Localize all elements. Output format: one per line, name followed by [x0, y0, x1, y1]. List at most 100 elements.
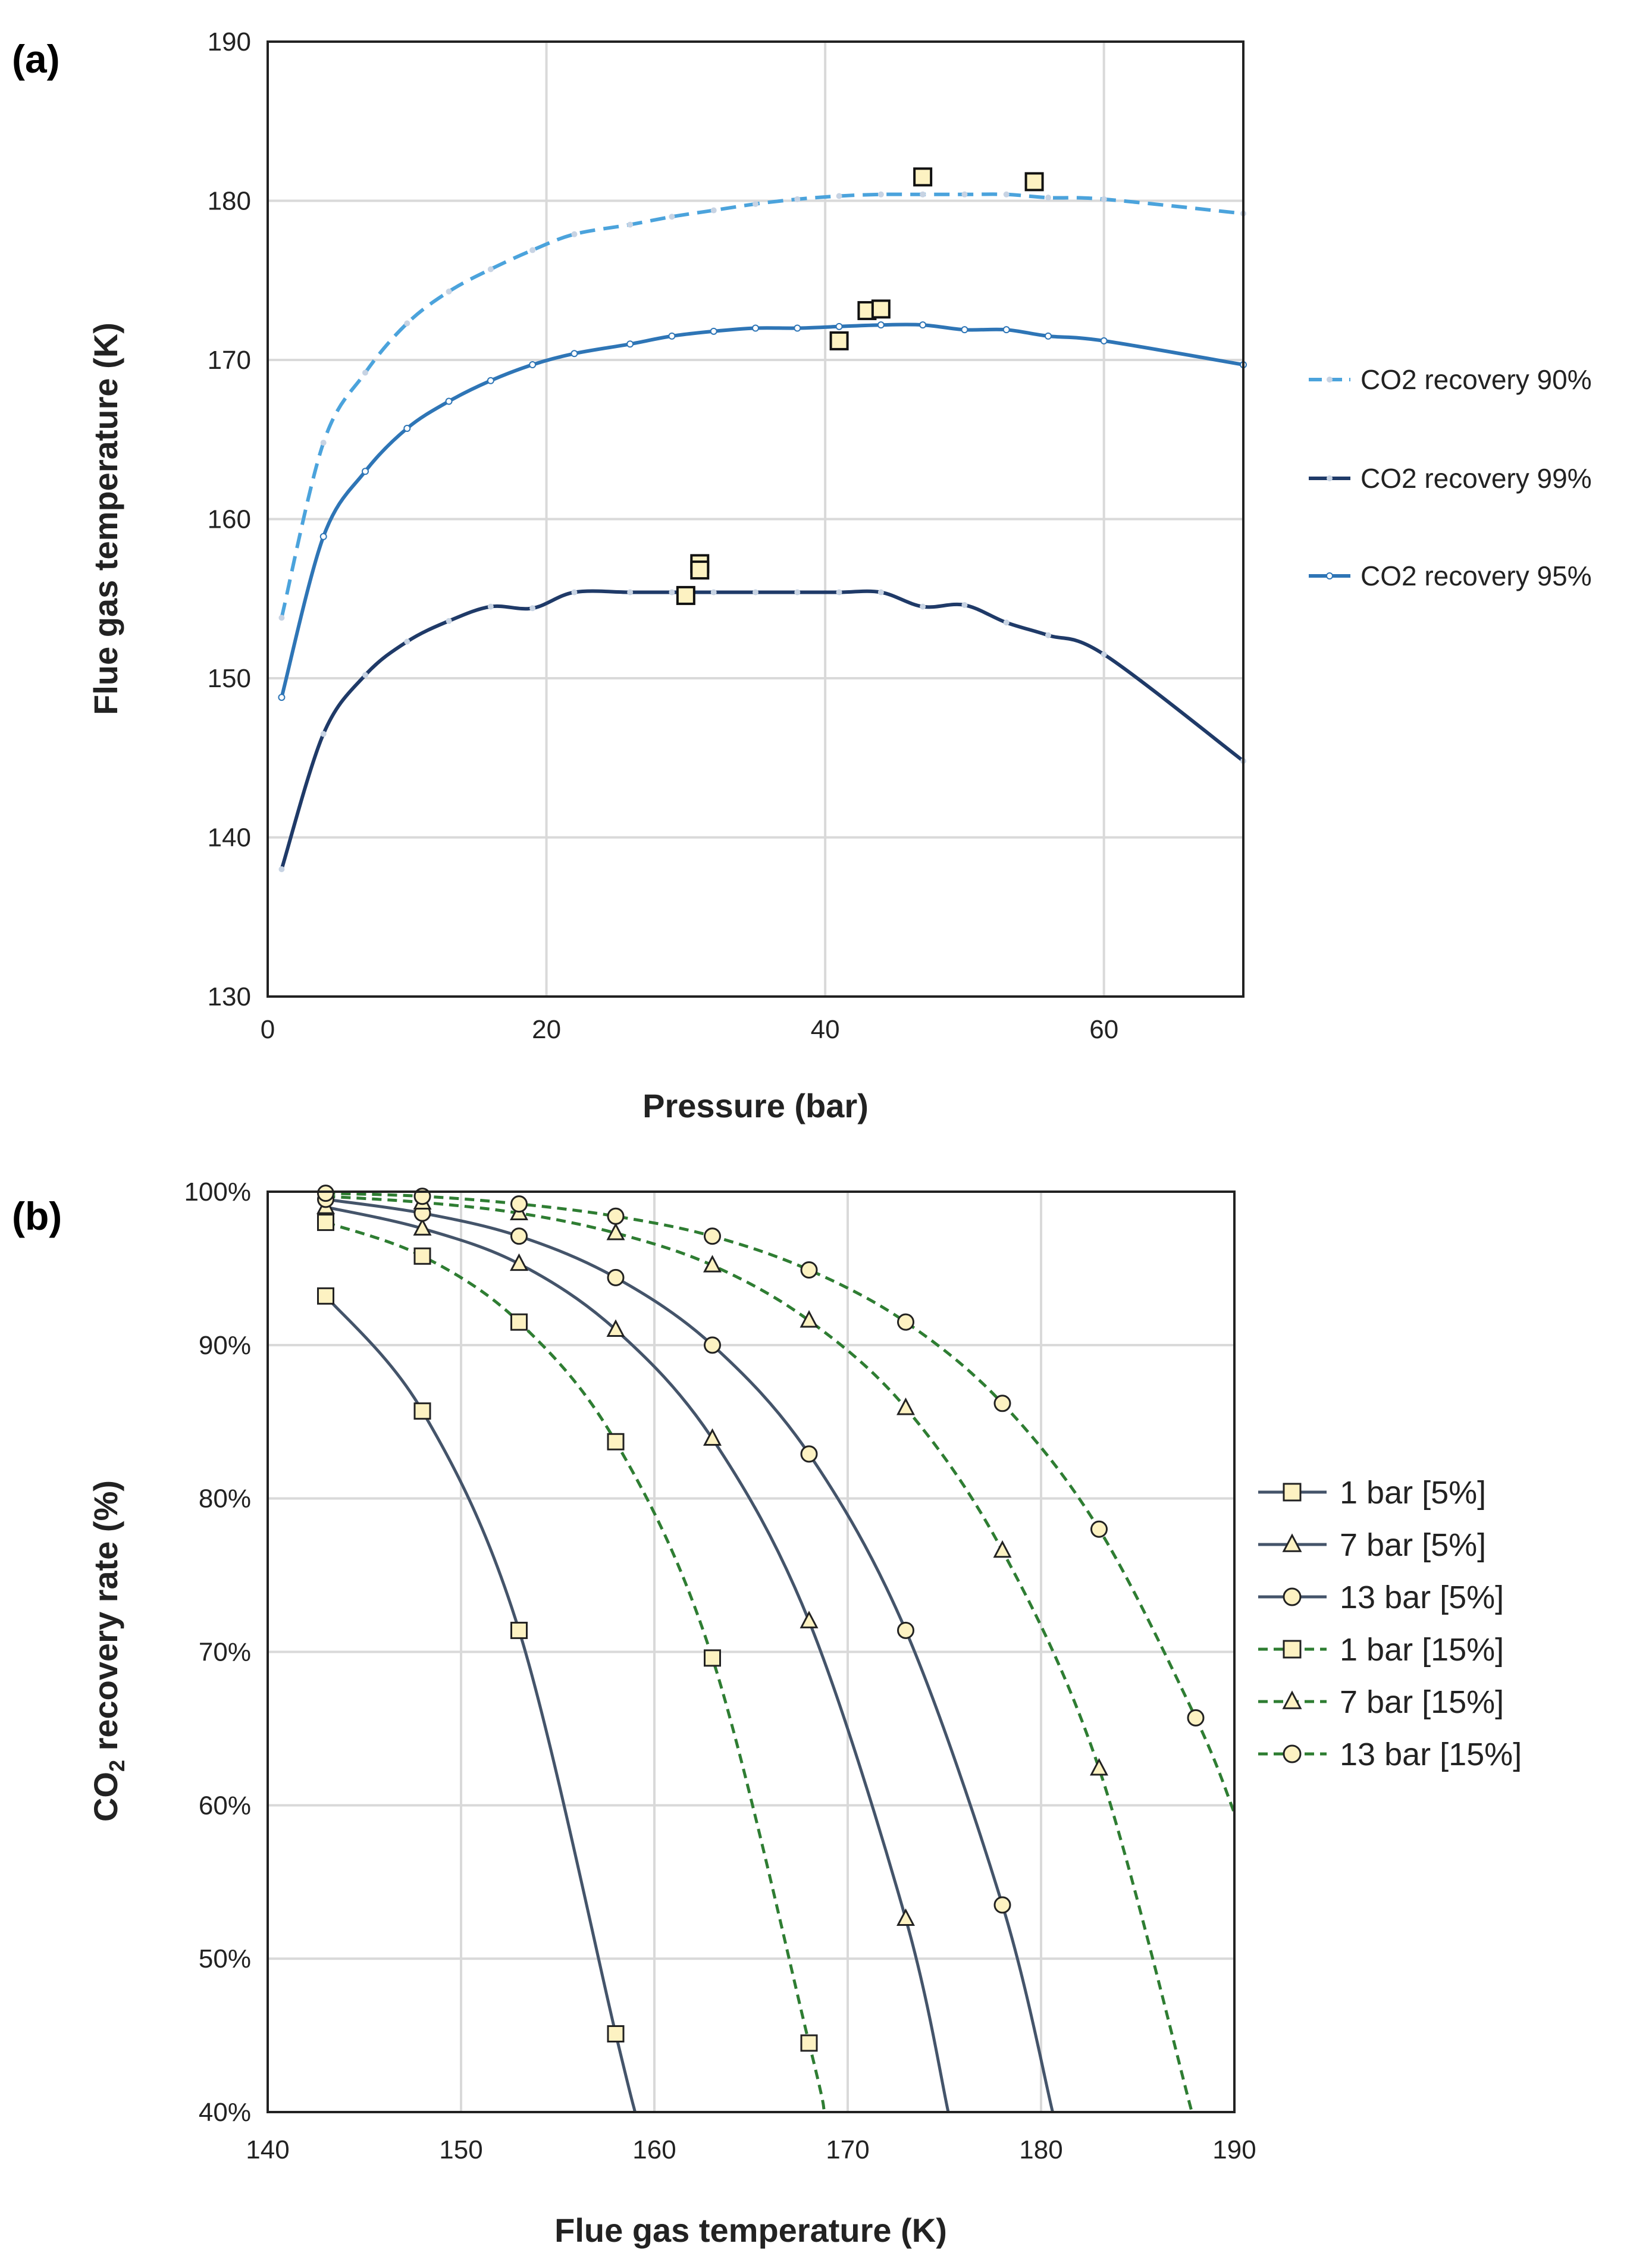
panel-b-plot-frame	[267, 1190, 1236, 2113]
data-point-recovery-90	[794, 196, 801, 202]
panel-a-y-axis-title: Flue gas temperature (K)	[87, 322, 124, 715]
experimental-point	[871, 299, 891, 319]
data-point-recovery-90	[487, 266, 494, 272]
experimental-point	[829, 331, 849, 350]
data-point-13bar-5	[800, 1445, 818, 1463]
legend-label-13bar-15: 13 bar [15%]	[1340, 1737, 1522, 1772]
panel-b-x-tick-label: 190	[1212, 2135, 1256, 2164]
panel-a-y-tick-label: 170	[208, 346, 251, 375]
legend-marker-recovery-99	[1327, 475, 1333, 481]
data-point-13bar-15	[1090, 1520, 1108, 1538]
data-point-recovery-99	[529, 605, 536, 612]
series-line-1bar-5	[324, 1295, 637, 2113]
data-point-recovery-95	[529, 361, 537, 369]
legend-label-13bar-5: 13 bar [5%]	[1340, 1580, 1504, 1615]
data-point-7bar-5	[800, 1611, 819, 1628]
data-point-1bar-5	[607, 2025, 625, 2043]
panel-a-y-tick-label: 130	[208, 982, 251, 1011]
legend-marker-13bar-5	[1283, 1587, 1302, 1606]
panel-b-y-axis-title: CO2 recovery rate (%)	[87, 1480, 129, 1822]
panel-b-y-tick-label: 50%	[199, 1944, 251, 1973]
data-point-1bar-5	[510, 1621, 528, 1639]
legend-label-recovery-90: CO2 recovery 90%	[1361, 364, 1592, 395]
panel-a-x-tick-label: 60	[1089, 1015, 1118, 1044]
data-point-recovery-95	[877, 321, 885, 329]
data-point-recovery-99	[710, 589, 717, 596]
panel-b-y-tick-label: 60%	[199, 1791, 251, 1820]
data-point-recovery-90	[1003, 191, 1010, 198]
series-line-13bar-5	[325, 1198, 1054, 2113]
panel-b-legend: 1 bar [5%] 7 bar [5%] 13 bar [5%] 1 bar [15…	[1258, 1475, 1522, 1772]
panel-b-y-tick-label: 40%	[199, 2098, 251, 2127]
data-point-recovery-95	[362, 468, 369, 475]
data-point-1bar-15	[800, 2034, 818, 2052]
legend-marker-1bar-5	[1283, 1483, 1302, 1502]
data-point-recovery-90	[836, 193, 842, 199]
series-line-recovery-90	[280, 192, 1244, 618]
legend-label-recovery-95: CO2 recovery 95%	[1361, 560, 1592, 591]
panel-a-y-tick-label: 190	[208, 27, 251, 57]
legend-marker-7bar-15	[1282, 1690, 1302, 1709]
data-point-recovery-90	[529, 247, 536, 253]
data-point-recovery-99	[320, 731, 327, 737]
data-point-recovery-99	[278, 866, 285, 872]
data-point-recovery-99	[1045, 632, 1051, 638]
panel-b: (b) 140 150 160 170 180 190 40% 50% 60% 70% 80% 90%…	[12, 1177, 1522, 2249]
panel-b-y-tick-label: 80%	[199, 1484, 251, 1514]
legend-marker-recovery-90	[1327, 377, 1333, 383]
panel-b-x-tick-label: 170	[826, 2135, 869, 2164]
data-point-7bar-5	[703, 1428, 722, 1446]
data-point-13bar-15	[993, 1395, 1011, 1412]
data-point-1bar-5	[413, 1402, 431, 1420]
data-point-recovery-95	[570, 350, 578, 358]
data-point-recovery-95	[961, 326, 968, 334]
data-point-13bar-15	[1187, 1709, 1205, 1727]
data-point-recovery-90	[571, 231, 578, 237]
data-point-recovery-95	[403, 425, 411, 433]
panel-a-x-tick-label: 0	[261, 1015, 275, 1044]
legend-label-1bar-15: 1 bar [15%]	[1340, 1632, 1504, 1668]
data-point-7bar-5	[896, 1908, 915, 1926]
data-point-recovery-95	[1002, 326, 1010, 334]
data-point-13bar-5	[897, 1621, 914, 1639]
data-point-recovery-90	[669, 214, 675, 220]
data-point-13bar-5	[993, 1896, 1011, 1914]
data-point-recovery-90	[404, 320, 410, 327]
data-point-recovery-95	[668, 332, 676, 340]
experimental-point	[690, 560, 710, 580]
panel-b-x-tick-label: 150	[439, 2135, 482, 2164]
data-point-13bar-5	[607, 1268, 625, 1286]
data-point-recovery-90	[320, 440, 327, 446]
data-point-recovery-90	[753, 200, 758, 207]
data-point-7bar-15	[703, 1255, 722, 1273]
data-point-7bar-15	[993, 1540, 1012, 1558]
legend-label-recovery-99: CO2 recovery 99%	[1361, 463, 1592, 494]
data-point-recovery-95	[1045, 332, 1052, 340]
data-point-1bar-5	[317, 1287, 334, 1305]
data-point-recovery-99	[446, 618, 452, 624]
data-point-13bar-5	[704, 1336, 721, 1354]
data-point-7bar-15	[1090, 1757, 1108, 1776]
legend-marker-1bar-15	[1283, 1640, 1302, 1659]
data-point-13bar-15	[704, 1227, 721, 1245]
panel-b-x-tick-label: 180	[1019, 2135, 1062, 2164]
data-point-recovery-95	[487, 377, 494, 384]
panel-b-x-tick-label: 140	[246, 2135, 289, 2164]
data-point-recovery-99	[920, 603, 926, 610]
data-point-recovery-99	[794, 589, 801, 596]
data-point-recovery-99	[753, 589, 758, 596]
data-point-1bar-15	[704, 1649, 721, 1667]
data-point-recovery-95	[794, 324, 801, 332]
legend-label-7bar-5: 7 bar [5%]	[1340, 1527, 1486, 1563]
data-point-recovery-90	[961, 191, 968, 198]
panel-b-y-tick-label: 70%	[199, 1638, 251, 1667]
panel-a-y-tick-label: 150	[208, 664, 251, 693]
data-point-recovery-99	[1003, 619, 1010, 626]
panel-a-x-tick-label: 40	[811, 1015, 840, 1044]
data-point-13bar-5	[510, 1227, 528, 1245]
data-point-recovery-99	[669, 589, 675, 596]
experimental-point	[676, 585, 695, 605]
data-point-13bar-15	[510, 1195, 528, 1213]
data-point-recovery-90	[877, 191, 884, 198]
